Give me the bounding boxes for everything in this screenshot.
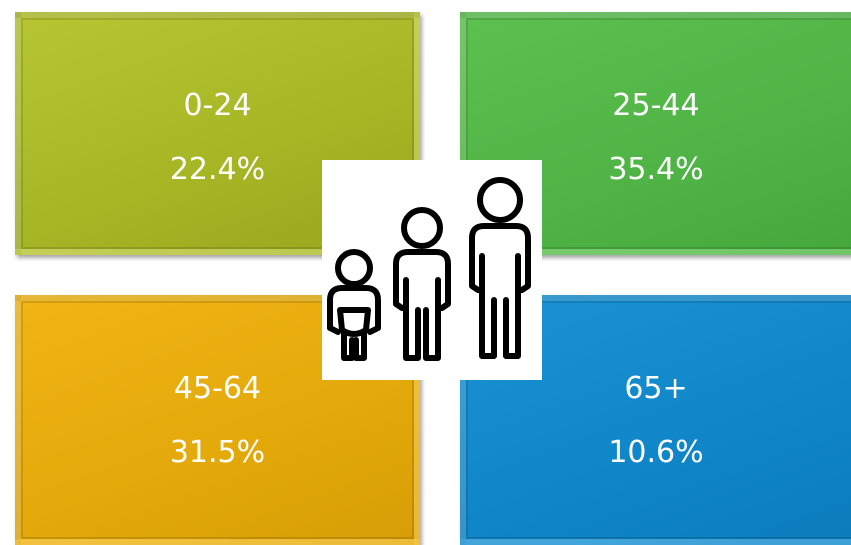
age-range: 45-64: [173, 371, 262, 406]
tall-head: [477, 177, 523, 223]
age-range: 25-44: [612, 88, 700, 123]
child-body: [327, 285, 381, 361]
age-share: 22.4%: [169, 152, 266, 187]
age-share: 31.5%: [169, 435, 266, 470]
age-share: 10.6%: [608, 435, 704, 470]
age-tile: 0-24 22.4%: [15, 12, 420, 255]
age-range: 65+: [624, 371, 688, 406]
child-head: [335, 249, 373, 287]
age-tile: 45-64 31.5%: [15, 295, 420, 545]
family-icon: [322, 160, 542, 380]
adult-body: [393, 249, 451, 361]
adult-head: [401, 207, 443, 249]
tall-body: [469, 223, 531, 359]
icon-strokes: [327, 177, 531, 361]
age-share: 35.4%: [608, 152, 704, 187]
age-range: 0-24: [183, 88, 252, 123]
